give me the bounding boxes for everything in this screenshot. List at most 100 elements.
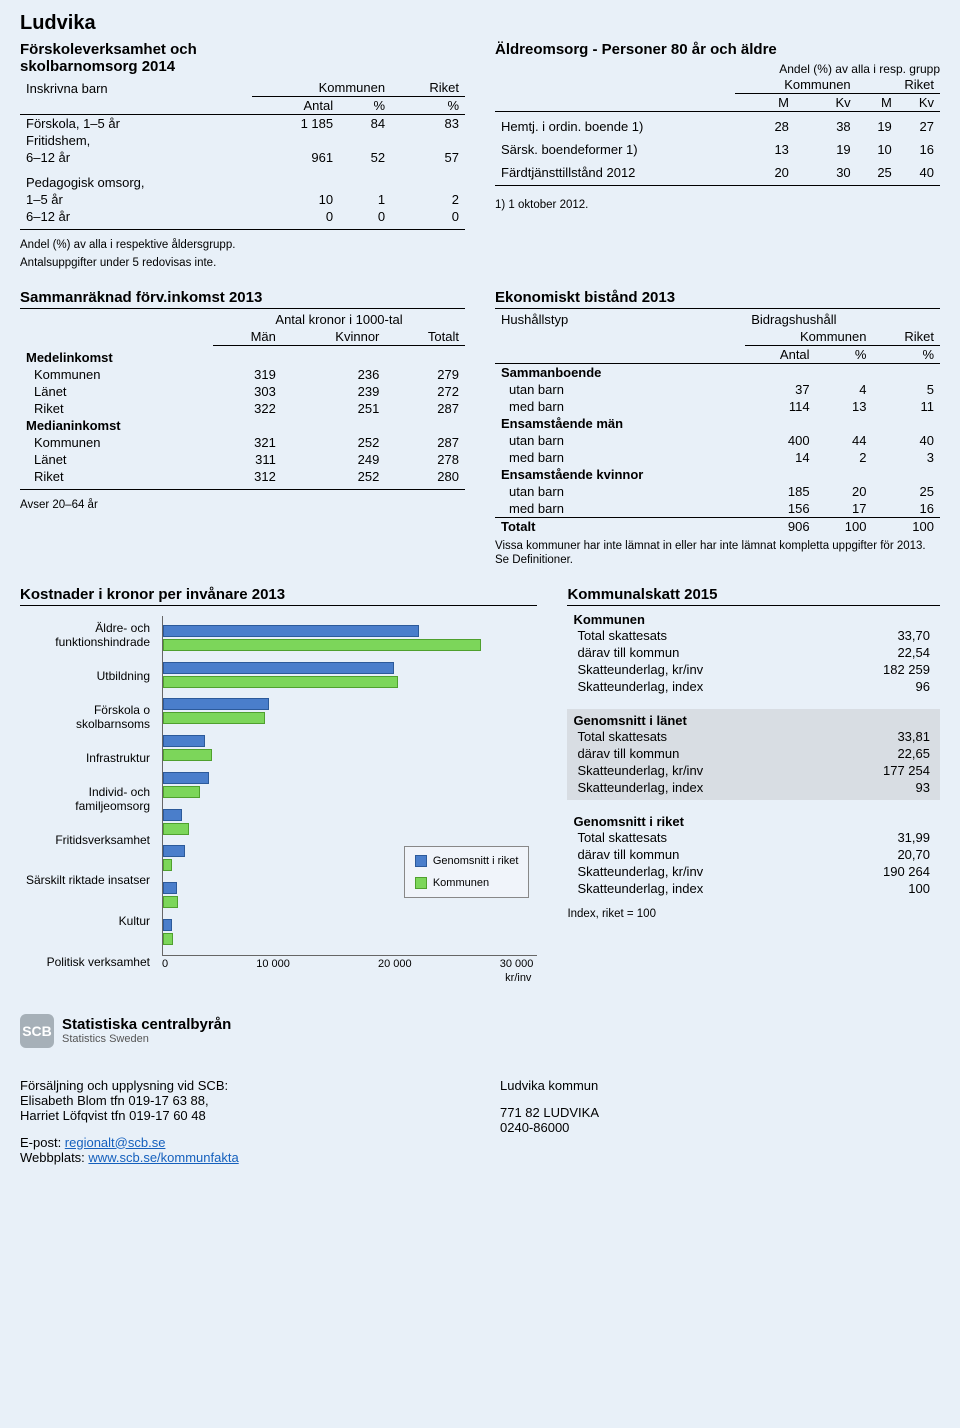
bar-kommunen (163, 749, 212, 761)
forskole-left-head: Inskrivna barn (20, 79, 252, 97)
footer-right-3: 0240-86000 (500, 1120, 940, 1135)
scb-logo: SCB Statistiska centralbyrån Statistics … (20, 1014, 940, 1048)
footer-left-title: Försäljning och upplysning vid SCB: (20, 1078, 460, 1093)
table-row: 6–12 år 0 0 0 (20, 208, 465, 225)
tax-block-head: Genomsnitt i länet (573, 713, 934, 728)
panel-kostnader: Kostnader i kronor per invånare 2013 Äld… (20, 586, 537, 984)
bar-riket (163, 625, 419, 637)
table-row: Förskola, 1–5 år 1 185 84 83 (20, 115, 465, 133)
col-kommunen: Kommunen (735, 76, 857, 94)
footer-left-1: Elisabeth Blom tfn 019-17 63 88, (20, 1093, 460, 1108)
table-row: Skatteunderlag, index100 (573, 880, 934, 897)
bar-kommunen (163, 933, 173, 945)
chart-cat-label: Äldre- och funktionshindrade (20, 616, 150, 657)
forskole-title2: skolbarnomsorg 2014 (20, 58, 175, 75)
table-row: Total skattesats33,70 (573, 627, 934, 644)
col-kommunen: Kommunen (252, 79, 391, 97)
col-riket: Riket (857, 76, 940, 94)
chart-cat-label: Förskola o skolbarnsoms (20, 697, 150, 738)
x-tick: 20 000 (378, 958, 412, 970)
footer-web-link[interactable]: www.scb.se/kommunfakta (88, 1150, 238, 1165)
panel-skatt: Kommunalskatt 2015 KommunenTotal skattes… (567, 586, 940, 984)
x-tick: 0 (162, 958, 168, 970)
table-row: därav till kommun22,54 (573, 644, 934, 661)
table-row: därav till kommun22,65 (573, 745, 934, 762)
bar-row (163, 620, 537, 657)
bar-row (163, 693, 537, 730)
bar-riket (163, 662, 394, 674)
x-tick: 30 000 (500, 958, 534, 970)
bar-kommunen (163, 859, 172, 871)
inkomst-footer: Avser 20–64 år (20, 498, 465, 512)
bar-riket (163, 919, 172, 931)
table-row: Total skattesats31,99 (573, 829, 934, 846)
tax-block: Genomsnitt i länetTotal skattesats33,81d… (567, 709, 940, 800)
legend-kommunen: Kommunen (433, 877, 489, 889)
page-title: Ludvika (20, 12, 940, 35)
chart-cat-label: Infrastruktur (20, 738, 150, 779)
x-tick: 10 000 (256, 958, 290, 970)
panel-bistand: Ekonomiskt bistånd 2013 Hushållstyp Bidr… (495, 289, 940, 568)
aldre-title: Äldreomsorg - Personer 80 år och äldre (495, 41, 940, 60)
table-row: 1–5 år 10 1 2 (20, 191, 465, 208)
table-group-header: Sammanboende (495, 363, 940, 381)
table-row: Skatteunderlag, kr/inv182 259 (573, 661, 934, 678)
footer-right-2: 771 82 LUDVIKA (500, 1105, 940, 1120)
bar-row (163, 803, 537, 840)
forskole-note2: Antalsuppgifter under 5 redovisas inte. (20, 256, 465, 270)
aldre-note: 1) 1 oktober 2012. (495, 198, 940, 212)
chart-cat-label: Fritidsverksamhet (20, 820, 150, 861)
bar-row (163, 767, 537, 804)
chart-cat-label: Utbildning (20, 656, 150, 697)
tax-block: Genomsnitt i riketTotal skattesats31,99d… (567, 810, 940, 901)
panel-forskole: Förskoleverksamhet och skolbarnomsorg 20… (20, 41, 465, 271)
bar-kommunen (163, 639, 481, 651)
table-row: Total skattesats33,81 (573, 728, 934, 745)
bar-riket (163, 772, 209, 784)
inkomst-table: Antal kronor i 1000-tal Män Kvinnor Tota… (20, 311, 465, 486)
bar-riket (163, 882, 177, 894)
table-row: med barn1561716 (495, 500, 940, 518)
bar-riket (163, 735, 205, 747)
tax-block-head: Genomsnitt i riket (573, 814, 934, 829)
forskole-title1: Förskoleverksamhet och (20, 41, 197, 58)
table-row: Färdtjänsttillstånd 2012 20 30 25 40 (495, 164, 940, 181)
kostnader-title: Kostnader i kronor per invånare 2013 (20, 586, 537, 606)
table-row: Riket312252280 (20, 468, 465, 485)
table-row: Skatteunderlag, index96 (573, 678, 934, 695)
panel-inkomst: Sammanräknad förv.inkomst 2013 Antal kro… (20, 289, 465, 568)
forskole-table: Inskrivna barn Kommunen Riket Antal % % … (20, 79, 465, 225)
bar-kommunen (163, 896, 178, 908)
footer: Försäljning och upplysning vid SCB: Elis… (20, 1078, 940, 1165)
x-axis-ticks: 0 10 000 20 000 30 000 (162, 958, 537, 970)
footer-left-2: Harriet Löfqvist tfn 019-17 60 48 (20, 1108, 460, 1123)
bar-kommunen (163, 823, 189, 835)
inkomst-title: Sammanräknad förv.inkomst 2013 (20, 289, 465, 309)
bar-riket (163, 845, 185, 857)
table-row: 6–12 år 961 52 57 (20, 149, 465, 166)
bar-row (163, 656, 537, 693)
table-row: Kommunen321252287 (20, 434, 465, 451)
table-row: Riket322251287 (20, 400, 465, 417)
bistand-table: Hushållstyp Bidragshushåll Kommunen Rike… (495, 311, 940, 535)
scb-eng: Statistics Sweden (62, 1033, 231, 1045)
col-riket: Riket (391, 79, 465, 97)
table-group-header: Ensamstående kvinnor (495, 466, 940, 483)
bar-riket (163, 809, 182, 821)
aldre-subtitle: Andel (%) av alla i resp. grupp (495, 62, 940, 76)
table-row: Särsk. boendeformer 1) 13 19 10 16 (495, 141, 940, 158)
scb-badge-icon: SCB (20, 1014, 54, 1048)
inkomst-subhead: Antal kronor i 1000-tal (213, 311, 465, 328)
legend-swatch-kommunen (415, 877, 427, 889)
table-row: Skatteunderlag, kr/inv177 254 (573, 762, 934, 779)
bar-kommunen (163, 786, 200, 798)
table-row: Länet311249278 (20, 451, 465, 468)
footer-email-link[interactable]: regionalt@scb.se (65, 1135, 166, 1150)
x-axis-unit: kr/inv (162, 972, 537, 984)
aldre-table: Kommunen Riket M Kv M Kv Hemtj. i ordin.… (495, 76, 940, 181)
skatt-note: Index, riket = 100 (567, 907, 940, 921)
table-row: med barn1141311 (495, 398, 940, 415)
bar-chart: Genomsnitt i riket Kommunen (162, 616, 537, 956)
table-group-header: Ensamstående män (495, 415, 940, 432)
forskole-note1: Andel (%) av alla i respektive åldersgru… (20, 238, 465, 252)
